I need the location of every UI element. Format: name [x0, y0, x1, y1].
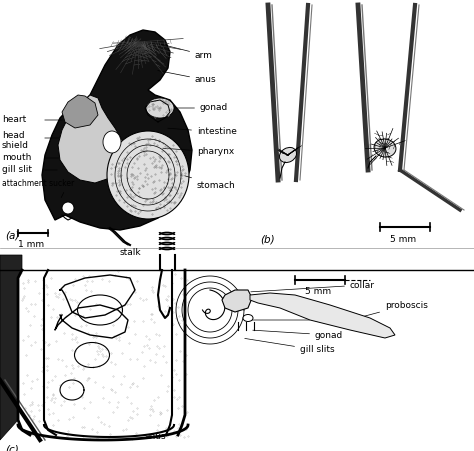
Text: anus: anus — [158, 70, 217, 84]
Text: pharynx: pharynx — [163, 147, 234, 156]
Polygon shape — [62, 95, 98, 128]
Text: (c): (c) — [5, 445, 19, 451]
Text: 5 mm: 5 mm — [390, 235, 416, 244]
Text: attachment sucker: attachment sucker — [2, 179, 74, 188]
Text: gonad: gonad — [253, 330, 343, 340]
Polygon shape — [250, 293, 395, 338]
Text: intestine: intestine — [168, 128, 237, 137]
Text: stomach: stomach — [185, 176, 236, 189]
Text: mouth: mouth — [248, 316, 345, 325]
Text: arm: arm — [155, 43, 213, 60]
Circle shape — [62, 202, 74, 214]
Text: (a): (a) — [5, 230, 19, 240]
Text: anus: anus — [145, 432, 167, 441]
Text: heart: heart — [2, 115, 26, 124]
Ellipse shape — [280, 147, 297, 162]
Ellipse shape — [103, 131, 121, 153]
Text: collar: collar — [251, 281, 375, 292]
Ellipse shape — [107, 131, 189, 219]
Text: mouth: mouth — [2, 153, 31, 162]
Polygon shape — [222, 290, 252, 312]
Text: gill slit: gill slit — [2, 166, 32, 175]
Ellipse shape — [374, 139, 396, 157]
Text: (b): (b) — [260, 235, 274, 245]
Text: gill slits: gill slits — [245, 338, 335, 354]
Polygon shape — [42, 30, 192, 230]
Text: 5 mm: 5 mm — [305, 287, 331, 296]
Text: head: head — [2, 130, 25, 139]
Polygon shape — [58, 95, 125, 183]
Text: 1 mm: 1 mm — [18, 240, 44, 249]
Ellipse shape — [146, 98, 174, 118]
Text: proboscis: proboscis — [353, 300, 428, 319]
Polygon shape — [0, 255, 22, 440]
Text: shield: shield — [2, 141, 29, 149]
Ellipse shape — [243, 314, 253, 322]
Text: stalk: stalk — [119, 248, 141, 257]
Text: gonad: gonad — [173, 103, 228, 112]
